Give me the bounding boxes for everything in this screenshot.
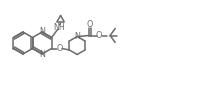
Text: N: N xyxy=(74,32,80,41)
Text: O: O xyxy=(96,31,102,40)
Text: O: O xyxy=(87,20,93,29)
Text: N: N xyxy=(39,27,45,36)
Text: O: O xyxy=(56,44,63,53)
Text: N: N xyxy=(39,50,45,59)
Text: NH: NH xyxy=(54,23,66,32)
